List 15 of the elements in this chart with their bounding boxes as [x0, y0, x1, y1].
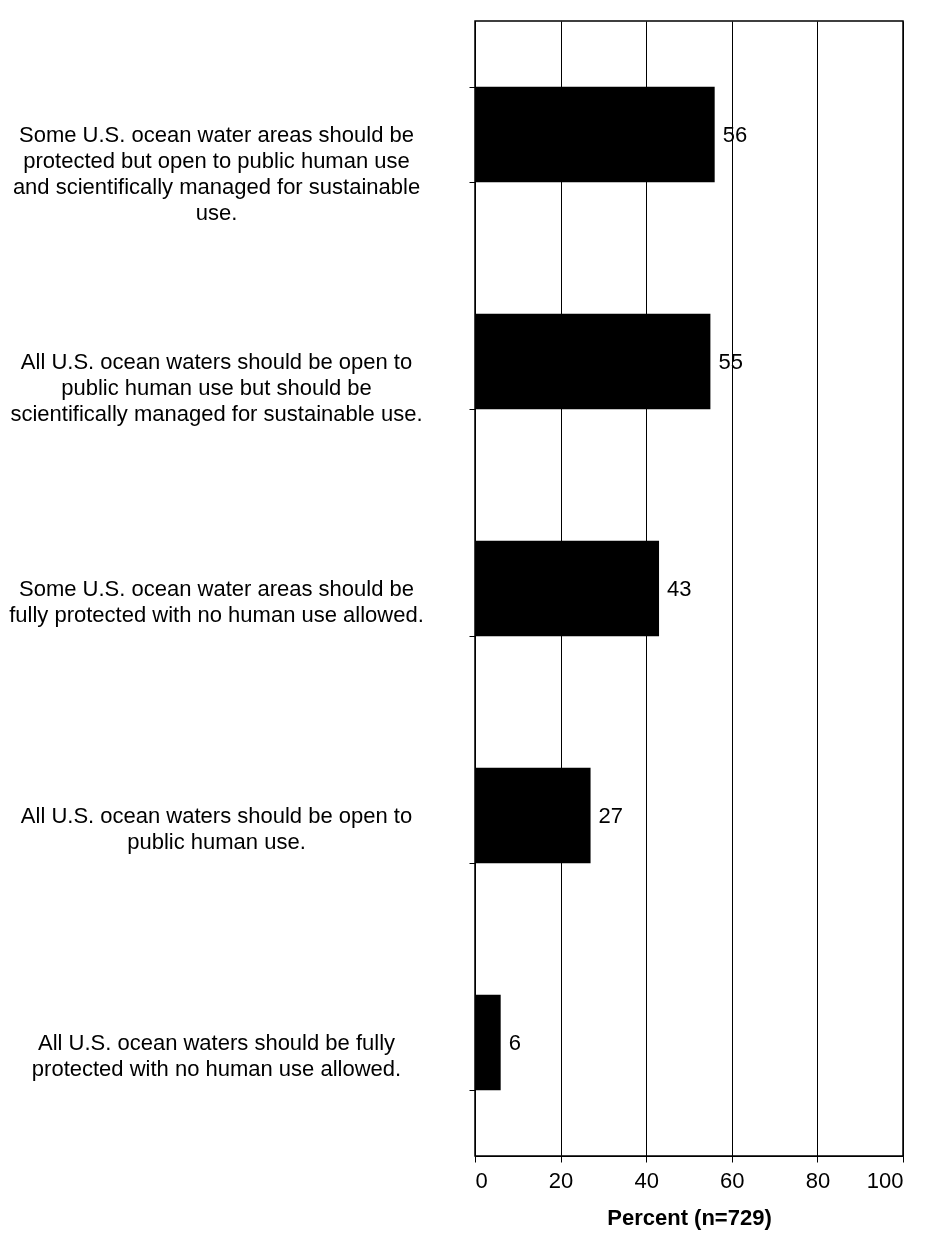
x-tick-label: 20 — [548, 1167, 574, 1193]
x-tick-label: 80 — [805, 1167, 831, 1193]
x-tick-label: 0 — [475, 1167, 488, 1193]
y-tick-label: Some U.S. ocean water areas should be protected but open to public human use and scientifically managed for sustainable use. — [12, 122, 421, 225]
y-tick-label: All U.S. ocean waters should be open to public human use. — [20, 803, 413, 854]
y-tick-label: All U.S. ocean waters should be open to public human use but should be scientifically managed for sustainable use. — [10, 349, 423, 426]
x-tick-label: 100 — [866, 1167, 904, 1193]
x-axis-title: Percent (n=729) — [607, 1204, 772, 1230]
data-label: 43 — [667, 575, 692, 601]
x-tick-label: 60 — [720, 1167, 745, 1193]
y-tick-label: Some U.S. ocean water areas should be fully protected with no human use allowed. — [9, 576, 424, 627]
y-tick-label: All U.S. ocean waters should be fully protected with no human use allowed. — [31, 1030, 402, 1081]
data-label: 6 — [508, 1029, 521, 1055]
data-label: 27 — [598, 802, 624, 828]
x-tick-label: 40 — [634, 1167, 659, 1193]
